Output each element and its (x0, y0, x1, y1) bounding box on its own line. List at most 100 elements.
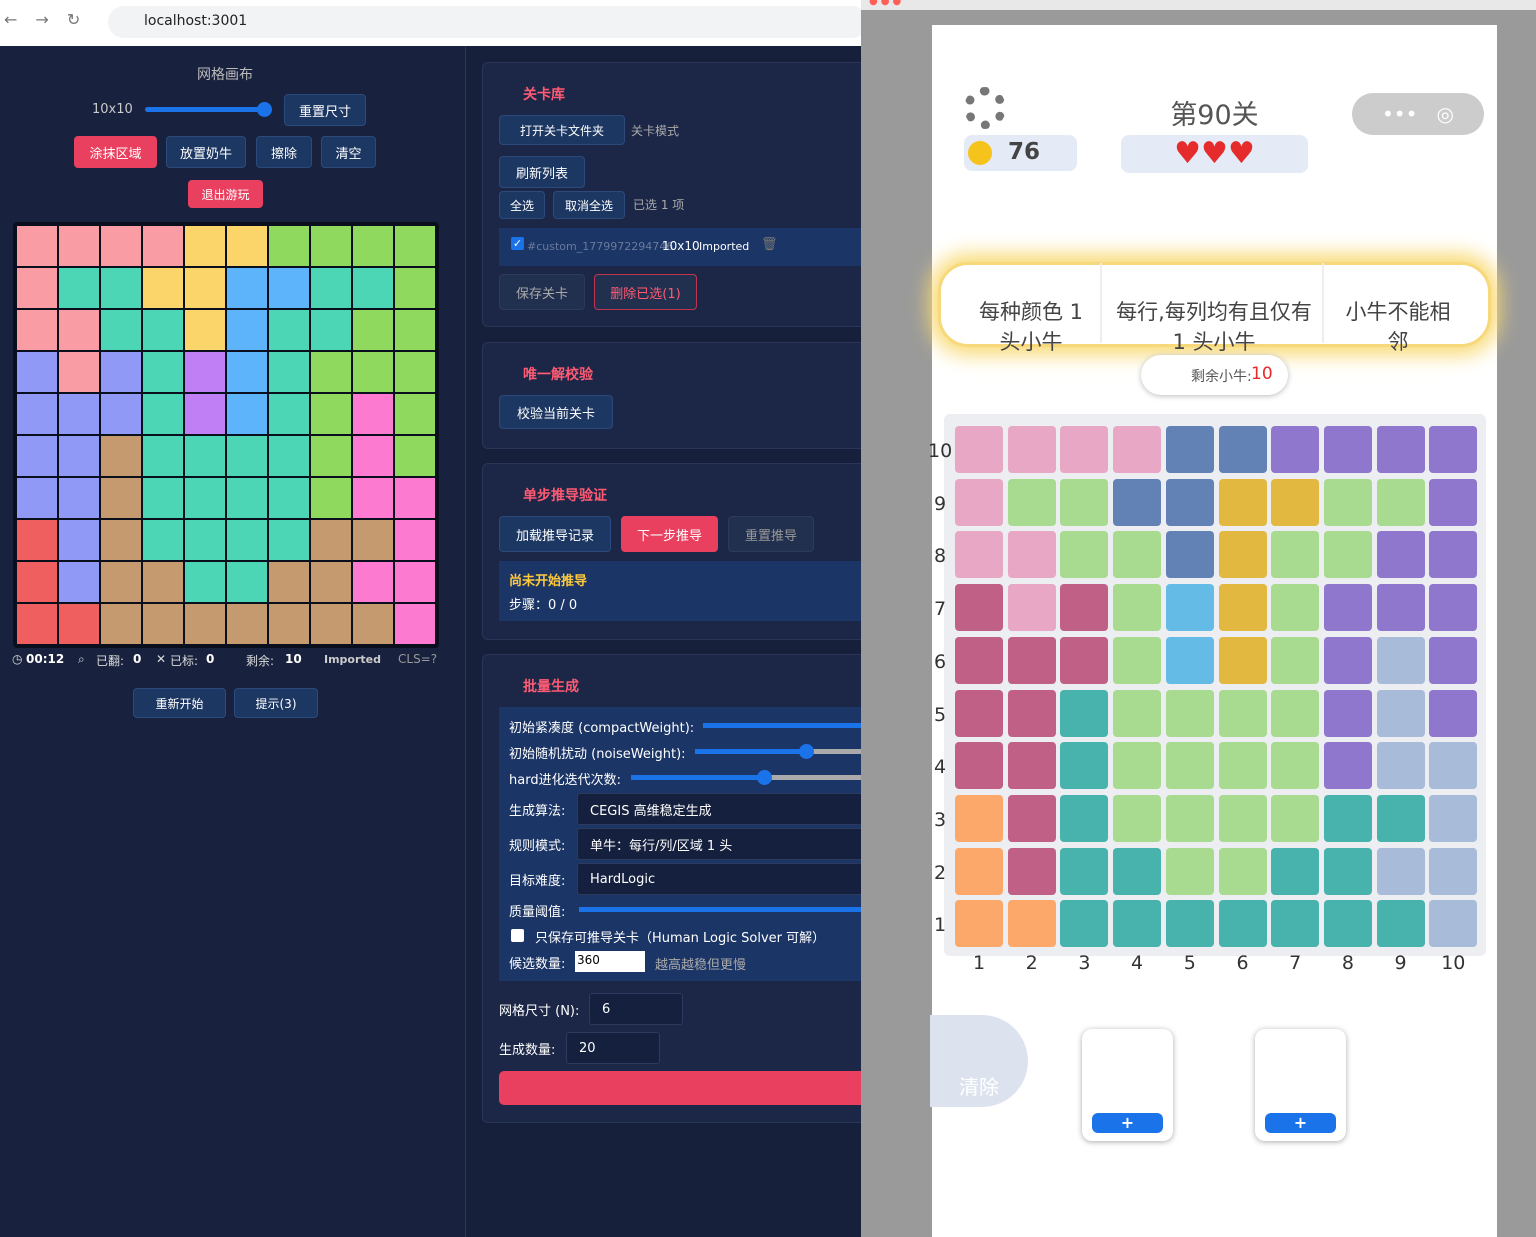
grid-cell[interactable] (1165, 531, 1214, 579)
slider[interactable] (579, 907, 883, 912)
grid-cell[interactable] (1429, 794, 1478, 842)
grid-cell[interactable] (1218, 636, 1267, 684)
settings-icon[interactable] (964, 87, 1006, 129)
grid-cell[interactable] (1323, 426, 1372, 473)
grid-cell[interactable] (1007, 900, 1056, 948)
grid-cell[interactable] (1376, 426, 1425, 473)
hint-button[interactable]: 提示(3) (234, 688, 318, 718)
grid-cell[interactable] (1271, 584, 1320, 632)
open-folder-button[interactable]: 打开关卡文件夹 (499, 115, 625, 145)
grid-cell[interactable] (1060, 478, 1109, 526)
grid-cell[interactable] (1060, 742, 1109, 790)
slider[interactable] (695, 744, 883, 759)
grid-cell[interactable] (1271, 900, 1320, 948)
tool-button[interactable]: 清空 (321, 136, 376, 168)
verify-button[interactable]: 校验当前关卡 (499, 395, 613, 429)
grid-cell[interactable] (1376, 847, 1425, 895)
grid-cell[interactable] (1007, 847, 1056, 895)
cow-powerup[interactable]: + (1082, 1029, 1173, 1141)
grid-cell[interactable] (1376, 900, 1425, 948)
grid-cell[interactable] (1218, 478, 1267, 526)
grid-cell[interactable] (1113, 426, 1162, 473)
grid-cell[interactable] (1429, 531, 1478, 579)
grid-cell[interactable] (1113, 636, 1162, 684)
grid-cell[interactable] (1271, 847, 1320, 895)
algorithm-select[interactable]: CEGIS 高维稳定生成 (577, 793, 897, 825)
grid-cell[interactable] (1113, 584, 1162, 632)
grid-cell[interactable] (955, 689, 1003, 737)
grid-cell[interactable] (1007, 584, 1056, 632)
grid-cell[interactable] (1060, 847, 1109, 895)
grid-cell[interactable] (1218, 742, 1267, 790)
slider[interactable] (631, 770, 883, 785)
clear-button[interactable]: 清除 (930, 1015, 1028, 1107)
load-button[interactable]: 加载推导记录 (499, 516, 611, 552)
grid-cell[interactable] (1323, 531, 1372, 579)
address-bar[interactable]: localhost:3001 (108, 6, 868, 38)
grid-cell[interactable] (1113, 847, 1162, 895)
grid-cell[interactable] (1060, 636, 1109, 684)
capsule-menu[interactable]: ••• ◎ (1352, 93, 1484, 135)
reset-button[interactable]: 重置推导 (728, 516, 814, 552)
grid-cell[interactable] (1271, 689, 1320, 737)
candidates-input[interactable]: 360 (575, 951, 645, 972)
grid-cell[interactable] (1271, 636, 1320, 684)
refresh-button[interactable]: 刷新列表 (499, 156, 585, 188)
grid-cell[interactable] (1323, 636, 1372, 684)
grid-cell[interactable] (1007, 478, 1056, 526)
grid-cell[interactable] (1165, 478, 1214, 526)
grid-cell[interactable] (1376, 742, 1425, 790)
grid-cell[interactable] (1376, 478, 1425, 526)
grid-cell[interactable] (1376, 531, 1425, 579)
deselect-button[interactable]: 取消全选 (553, 191, 625, 219)
exit-button[interactable]: 退出游玩 (188, 180, 263, 208)
grid-cell[interactable] (955, 847, 1003, 895)
grid-cell[interactable] (1429, 847, 1478, 895)
grid-cell[interactable] (1271, 426, 1320, 473)
grid-cell[interactable] (1060, 426, 1109, 473)
select-all-button[interactable]: 全选 (499, 191, 545, 219)
grid-size-input[interactable]: 6 (589, 993, 683, 1025)
save-button[interactable]: 保存关卡 (499, 274, 585, 310)
grid-cell[interactable] (1113, 742, 1162, 790)
grid-cell[interactable] (1376, 794, 1425, 842)
grid-cell[interactable] (1429, 426, 1478, 473)
grid-cell[interactable] (1165, 689, 1214, 737)
grid-cell[interactable] (1113, 900, 1162, 948)
grid-cell[interactable] (955, 794, 1003, 842)
resize-button[interactable]: 重置尺寸 (284, 94, 366, 126)
grid-cell[interactable] (955, 900, 1003, 948)
difficulty-select[interactable]: HardLogic (577, 863, 897, 895)
next-button[interactable]: 下一步推导 (621, 516, 718, 552)
grid-cell[interactable] (1007, 531, 1056, 579)
grid-cell[interactable] (1007, 742, 1056, 790)
checkbox[interactable] (511, 929, 524, 942)
grid-cell[interactable] (955, 584, 1003, 632)
nav-icons[interactable]: ←→↻ (4, 10, 99, 29)
grid-cell[interactable] (1218, 584, 1267, 632)
grid-cell[interactable] (1165, 847, 1214, 895)
grid-cell[interactable] (1323, 689, 1372, 737)
grid-cell[interactable] (1113, 478, 1162, 526)
grid-cell[interactable] (1376, 584, 1425, 632)
grid-cell[interactable] (1429, 584, 1478, 632)
grid-cell[interactable] (955, 478, 1003, 526)
checkbox[interactable]: ✓ (511, 237, 524, 250)
grid-cell[interactable] (1271, 531, 1320, 579)
grid-cell[interactable] (1007, 426, 1056, 473)
grid-cell[interactable] (1376, 636, 1425, 684)
grid-cell[interactable] (1060, 531, 1109, 579)
grid-cell[interactable] (1165, 794, 1214, 842)
grid-cell[interactable] (1323, 794, 1372, 842)
level-item[interactable]: ✓ #custom_1779972294746 10x10 Imported 🗑 (499, 228, 883, 266)
grid-cell[interactable] (1060, 584, 1109, 632)
count-input[interactable]: 20 (566, 1032, 660, 1064)
grid-cell[interactable] (1007, 794, 1056, 842)
grid-cell[interactable] (1323, 847, 1372, 895)
grid-cell[interactable] (1218, 900, 1267, 948)
grid-cell[interactable] (955, 636, 1003, 684)
tool-button[interactable]: 放置奶牛 (166, 136, 246, 168)
grid-cell[interactable] (1165, 742, 1214, 790)
grid-cell[interactable] (1060, 794, 1109, 842)
tool-button[interactable]: 擦除 (256, 136, 312, 168)
